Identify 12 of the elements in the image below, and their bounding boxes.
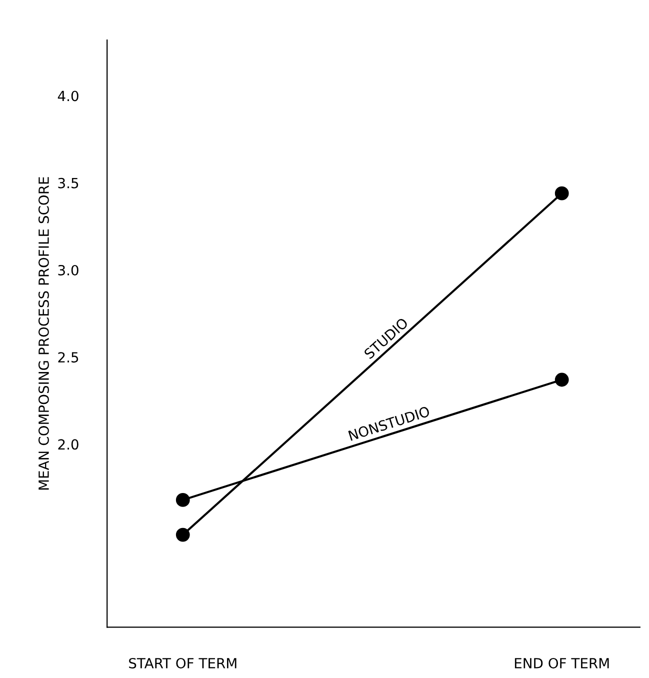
x-tick-label: START OF TERM: [129, 658, 236, 668]
x-tick-label: END OF TERM: [514, 658, 609, 668]
y-axis-title: MEAN COMPOSING PROCESS PROFILE SCORE: [38, 177, 49, 490]
y-tick-label: 2.5: [58, 352, 78, 363]
y-tick-label: 4.0: [58, 90, 78, 102]
y-tick-label: 3.5: [58, 178, 78, 188]
point: [176, 493, 190, 507]
point: [554, 186, 569, 200]
point: [554, 372, 569, 387]
point: [176, 528, 190, 542]
y-tick-label: 3.0: [58, 264, 78, 276]
y-tick-label: 2.0: [58, 439, 78, 450]
